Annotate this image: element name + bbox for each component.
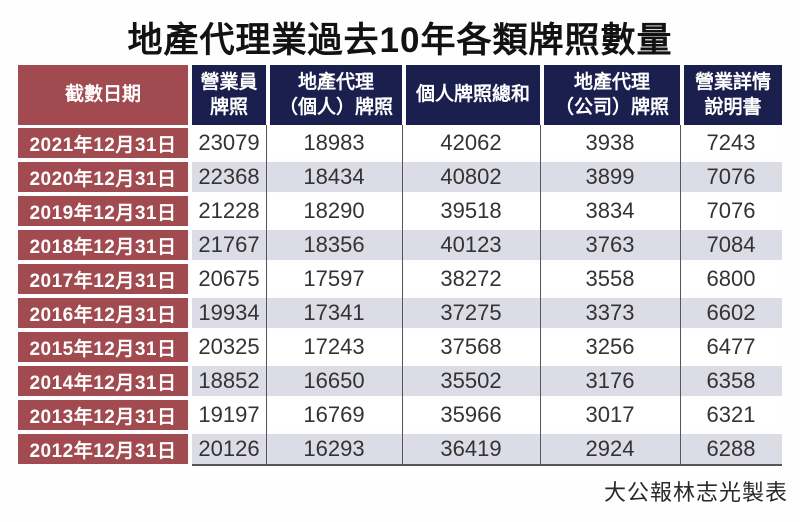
value-cell: 3899 <box>540 162 680 192</box>
table-row: 2017年12月31日 20675 17597 38272 3558 6800 <box>18 264 782 294</box>
value-cell: 18356 <box>266 230 402 260</box>
value-cell: 23079 <box>192 128 266 158</box>
value-cell: 20126 <box>192 434 266 464</box>
table-row: 2014年12月31日 18852 16650 35502 3176 6358 <box>18 366 782 396</box>
license-table: 截數日期 營業員 牌照 地產代理 （個人）牌照 個人牌照總和 地產代理 （公司）… <box>18 65 782 469</box>
value-cell: 20325 <box>192 332 266 362</box>
value-cell: 6800 <box>680 264 782 294</box>
table-row: 2012年12月31日 20126 16293 36419 2924 6288 <box>18 434 782 464</box>
value-cell: 3176 <box>540 366 680 396</box>
header-cell-statement: 營業詳情 說明書 <box>680 65 782 125</box>
value-cell: 3256 <box>540 332 680 362</box>
value-cell: 17243 <box>266 332 402 362</box>
date-cell: 2015年12月31日 <box>18 332 188 362</box>
header-cell-date: 截數日期 <box>18 65 188 125</box>
value-cell: 18983 <box>266 128 402 158</box>
value-cell: 37275 <box>402 298 540 328</box>
date-cell: 2016年12月31日 <box>18 298 188 328</box>
value-cell: 3763 <box>540 230 680 260</box>
date-cell: 2018年12月31日 <box>18 230 188 260</box>
value-cell: 39518 <box>402 196 540 226</box>
credit-byline: 大公報林志光製表 <box>603 480 788 505</box>
page-title: 地產代理業過去10年各類牌照數量 <box>127 21 673 60</box>
header-label: 地產代理 <box>297 71 374 93</box>
value-cell: 21228 <box>192 196 266 226</box>
column-divider <box>680 125 681 466</box>
date-cell: 2013年12月31日 <box>18 400 188 430</box>
table-row: 2013年12月31日 19197 16769 35966 3017 6321 <box>18 400 782 430</box>
value-cell: 35966 <box>402 400 540 430</box>
header-cell-salesperson: 營業員 牌照 <box>192 65 266 125</box>
value-cell: 3558 <box>540 264 680 294</box>
date-cell: 2021年12月31日 <box>18 128 188 158</box>
table-row: 2021年12月31日 23079 18983 42062 3938 7243 <box>18 128 782 158</box>
value-cell: 22368 <box>192 162 266 192</box>
value-cell: 3017 <box>540 400 680 430</box>
date-cell: 2020年12月31日 <box>18 162 188 192</box>
value-cell: 7084 <box>680 230 782 260</box>
column-divider <box>266 125 267 466</box>
value-cell: 18852 <box>192 366 266 396</box>
header-cell-agent-company: 地產代理 （公司）牌照 <box>540 65 680 125</box>
value-cell: 16293 <box>266 434 402 464</box>
value-cell: 37568 <box>402 332 540 362</box>
value-cell: 19197 <box>192 400 266 430</box>
value-cell: 3373 <box>540 298 680 328</box>
value-cell: 18434 <box>266 162 402 192</box>
value-cell: 40802 <box>402 162 540 192</box>
header-label: （個人）牌照 <box>278 97 393 118</box>
header-label: （公司）牌照 <box>554 97 669 118</box>
header-label: 營業員 <box>200 71 258 93</box>
table-bottom-rule <box>192 464 782 466</box>
value-cell: 42062 <box>402 128 540 158</box>
value-cell: 20675 <box>192 264 266 294</box>
value-cell: 17597 <box>266 264 402 294</box>
value-cell: 2924 <box>540 434 680 464</box>
value-cell: 16650 <box>266 366 402 396</box>
table-row: 2020年12月31日 22368 18434 40802 3899 7076 <box>18 162 782 192</box>
header-label: 營業詳情 <box>694 71 771 93</box>
value-cell: 3834 <box>540 196 680 226</box>
column-divider <box>540 125 541 466</box>
value-cell: 38272 <box>402 264 540 294</box>
date-cell: 2017年12月31日 <box>18 264 188 294</box>
value-cell: 6477 <box>680 332 782 362</box>
date-cell: 2014年12月31日 <box>18 366 188 396</box>
header-label: 牌照 <box>209 97 248 118</box>
header-cell-agent-individual: 地產代理 （個人）牌照 <box>266 65 402 125</box>
table-body: 2021年12月31日 23079 18983 42062 3938 7243 … <box>18 128 782 464</box>
value-cell: 19934 <box>192 298 266 328</box>
value-cell: 3938 <box>540 128 680 158</box>
value-cell: 6321 <box>680 400 782 430</box>
value-cell: 18290 <box>266 196 402 226</box>
value-cell: 35502 <box>402 366 540 396</box>
value-cell: 7243 <box>680 128 782 158</box>
table-row: 2015年12月31日 20325 17243 37568 3256 6477 <box>18 332 782 362</box>
value-cell: 36419 <box>402 434 540 464</box>
table-row: 2018年12月31日 21767 18356 40123 3763 7084 <box>18 230 782 260</box>
value-cell: 7076 <box>680 162 782 192</box>
value-cell: 7076 <box>680 196 782 226</box>
header-label: 截數日期 <box>64 84 141 106</box>
header-label: 說明書 <box>704 97 762 118</box>
header-cell-individual-total: 個人牌照總和 <box>402 65 540 125</box>
date-cell: 2012年12月31日 <box>18 434 188 464</box>
value-cell: 6602 <box>680 298 782 328</box>
value-cell: 16769 <box>266 400 402 430</box>
table-row: 2016年12月31日 19934 17341 37275 3373 6602 <box>18 298 782 328</box>
column-divider <box>402 125 403 466</box>
table-row: 2019年12月31日 21228 18290 39518 3834 7076 <box>18 196 782 226</box>
value-cell: 40123 <box>402 230 540 260</box>
header-label: 個人牌照總和 <box>415 84 530 106</box>
table-header-row: 截數日期 營業員 牌照 地產代理 （個人）牌照 個人牌照總和 地產代理 （公司）… <box>18 65 782 125</box>
date-cell: 2019年12月31日 <box>18 196 188 226</box>
header-label: 地產代理 <box>573 71 650 93</box>
value-cell: 21767 <box>192 230 266 260</box>
value-cell: 6288 <box>680 434 782 464</box>
value-cell: 6358 <box>680 366 782 396</box>
value-cell: 17341 <box>266 298 402 328</box>
